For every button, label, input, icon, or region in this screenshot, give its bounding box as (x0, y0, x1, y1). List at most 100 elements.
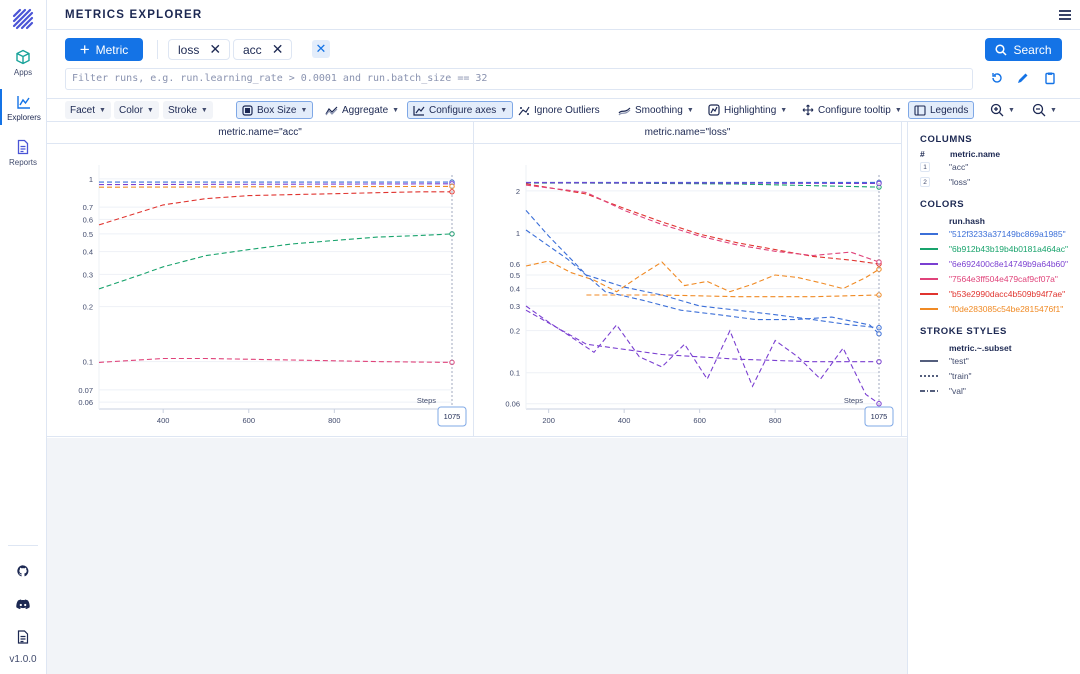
hover-step-label: 1075 (871, 412, 888, 421)
legend-column-row: 1 "acc" (920, 159, 1080, 174)
clipboard-icon[interactable] (1043, 71, 1057, 85)
legend-color-value: "512f3233a37149bc869a1985" (949, 228, 1066, 239)
series-line[interactable] (98, 185, 453, 188)
discord-icon[interactable] (15, 598, 31, 612)
legend-color-row: "7564e3ff504e479caf9cf07a" (920, 271, 1080, 286)
series-line[interactable] (525, 305, 880, 405)
menu-icon[interactable] (1058, 8, 1072, 22)
github-icon[interactable] (16, 564, 30, 578)
x-tick-label: 800 (328, 416, 341, 425)
aim-logo-icon[interactable] (11, 7, 35, 31)
x-tick-label: 600 (693, 416, 706, 425)
legend-color-value: "6e692400c8e14749b9a64b60" (949, 258, 1069, 269)
metric-chip-loss[interactable]: loss ✕ (168, 39, 231, 60)
metric-chip-acc[interactable]: acc ✕ (233, 39, 293, 60)
outliers-icon (518, 106, 530, 115)
aggregate-dropdown[interactable]: Aggregate ▼ (320, 101, 404, 119)
acc-chart[interactable]: 1 0.7 0.6 0.5 0.4 0.3 0.2 0.1 0.07 0.06 400 600 800 S… (47, 145, 474, 436)
y-tick-label: 0.2 (510, 327, 520, 336)
y-tick-label: 0.2 (83, 303, 93, 312)
facet-dropdown[interactable]: Facet ▼ (65, 101, 111, 119)
chart-panel-acc[interactable]: metric.name="acc" 1 0.7 0.6 0.5 0.4 0.3 0.2 0.1… (47, 122, 474, 437)
legend-color-value: "b53e2990dacc4b509b94f7ae" (949, 288, 1066, 299)
series-line[interactable] (586, 294, 880, 298)
series-line[interactable] (525, 184, 880, 263)
y-tick-label: 0.1 (510, 369, 520, 378)
series-line[interactable] (525, 210, 880, 329)
configure-tooltip-dropdown[interactable]: Configure tooltip ▼ (797, 101, 907, 119)
legend-stroke-row: "val" (920, 383, 1080, 398)
ignore-outliers-toggle[interactable]: Ignore Outliers (513, 101, 605, 119)
ignore-outliers-label: Ignore Outliers (534, 104, 600, 116)
nav-explorers[interactable]: Explorers (0, 89, 46, 125)
add-metric-button[interactable]: + Metric (65, 38, 143, 61)
caret-down-icon: ▼ (780, 106, 788, 114)
zoom-in-dropdown[interactable]: ▼ (985, 101, 1020, 119)
close-icon[interactable]: ✕ (271, 41, 284, 57)
chip-label: acc (243, 42, 262, 57)
loss-chart[interactable]: 2 1 0.6 0.5 0.4 0.3 0.2 0.1 0.06 200 400 600 800 Step… (474, 145, 902, 436)
hover-step-badge (864, 406, 894, 427)
zoom-in-icon (990, 103, 1004, 117)
legend-color-row: "512f3233a37149bc869a1985" (920, 226, 1080, 241)
legend-color-swatch (920, 277, 938, 280)
nav-apps[interactable]: Apps (0, 49, 46, 77)
legend-colors-header: COLORS (920, 199, 965, 210)
chart-icon (17, 96, 30, 109)
highlighting-dropdown[interactable]: Highlighting ▼ (703, 101, 792, 119)
edit-icon[interactable] (1016, 71, 1030, 85)
chart-grid: metric.name="acc" 1 0.7 0.6 0.5 0.4 0.3 0.2 0.1… (47, 122, 907, 437)
configure-axes-label: Configure axes (429, 104, 497, 116)
box-size-label: Box Size (257, 104, 297, 116)
series-line[interactable] (98, 233, 453, 290)
highlighting-label: Highlighting (724, 104, 777, 116)
caret-down-icon: ▼ (200, 106, 208, 114)
chart-panel-loss[interactable]: metric.name="loss" 2 1 0.6 0.5 0.4 0.3 0.2 0.1 0… (474, 122, 902, 437)
plus-icon: + (79, 40, 90, 59)
series-line[interactable] (525, 229, 880, 335)
y-tick-label: 0.3 (83, 270, 93, 279)
legend-panel: COLUMNS # metric.name 1 "acc" 2 "loss" COLO… (907, 122, 1080, 674)
legends-toggle[interactable]: Legends (908, 101, 975, 119)
add-metric-label: Metric (95, 42, 129, 57)
query-input[interactable]: Filter runs, e.g. run.learning_rate > 0.… (65, 68, 973, 90)
legend-color-row: "6e692400c8e14749b9a64b60" (920, 256, 1080, 271)
legend-columns-sub: metric.name (950, 149, 1001, 159)
series-line[interactable] (525, 183, 880, 265)
close-icon[interactable]: ✕ (209, 41, 222, 57)
clear-all-icon[interactable]: ✕ (312, 40, 330, 58)
series-line[interactable] (98, 357, 453, 363)
search-button[interactable]: Search (985, 38, 1062, 61)
reset-icon[interactable] (990, 71, 1004, 85)
x-tick-label: 600 (242, 416, 255, 425)
legend-stroke-sub: metric.~.subset (949, 343, 1012, 353)
series-line[interactable] (98, 191, 452, 226)
x-tick-label: 200 (542, 416, 555, 425)
aggregate-label: Aggregate (342, 104, 389, 116)
configure-axes-dropdown[interactable]: Configure axes ▼ (407, 101, 514, 119)
y-tick-label: 2 (516, 187, 520, 196)
docs-icon[interactable] (17, 630, 29, 644)
y-tick-label: 0.1 (83, 358, 93, 367)
nav-reports[interactable]: Reports (0, 139, 46, 167)
zoom-out-dropdown[interactable]: ▼ (1027, 101, 1062, 119)
left-nav: Apps Explorers Reports v1.0.0 (0, 0, 47, 674)
box-size-dropdown[interactable]: Box Size ▼ (236, 101, 314, 119)
legend-color-swatch (920, 247, 938, 250)
smoothing-dropdown[interactable]: Smoothing ▼ (613, 101, 699, 119)
color-dropdown[interactable]: Color ▼ (114, 101, 159, 119)
color-label: Color (119, 104, 143, 116)
legend-stroke-row: "train" (920, 368, 1080, 383)
series-line[interactable] (98, 183, 453, 186)
facet-label: Facet (70, 104, 96, 116)
series-line[interactable] (525, 182, 880, 185)
x-tick-label: 400 (157, 416, 170, 425)
search-label: Search (1013, 42, 1052, 57)
legend-stroke-value: "test" (949, 355, 969, 366)
series-line[interactable] (525, 260, 880, 293)
legend-color-value: "f0de283085c54be2815476f1" (949, 303, 1064, 314)
stroke-dropdown[interactable]: Stroke ▼ (163, 101, 213, 119)
series-line[interactable] (525, 309, 879, 363)
x-axis-label: Steps (417, 396, 436, 405)
chart-panel-title: metric.name="loss" (474, 122, 901, 144)
